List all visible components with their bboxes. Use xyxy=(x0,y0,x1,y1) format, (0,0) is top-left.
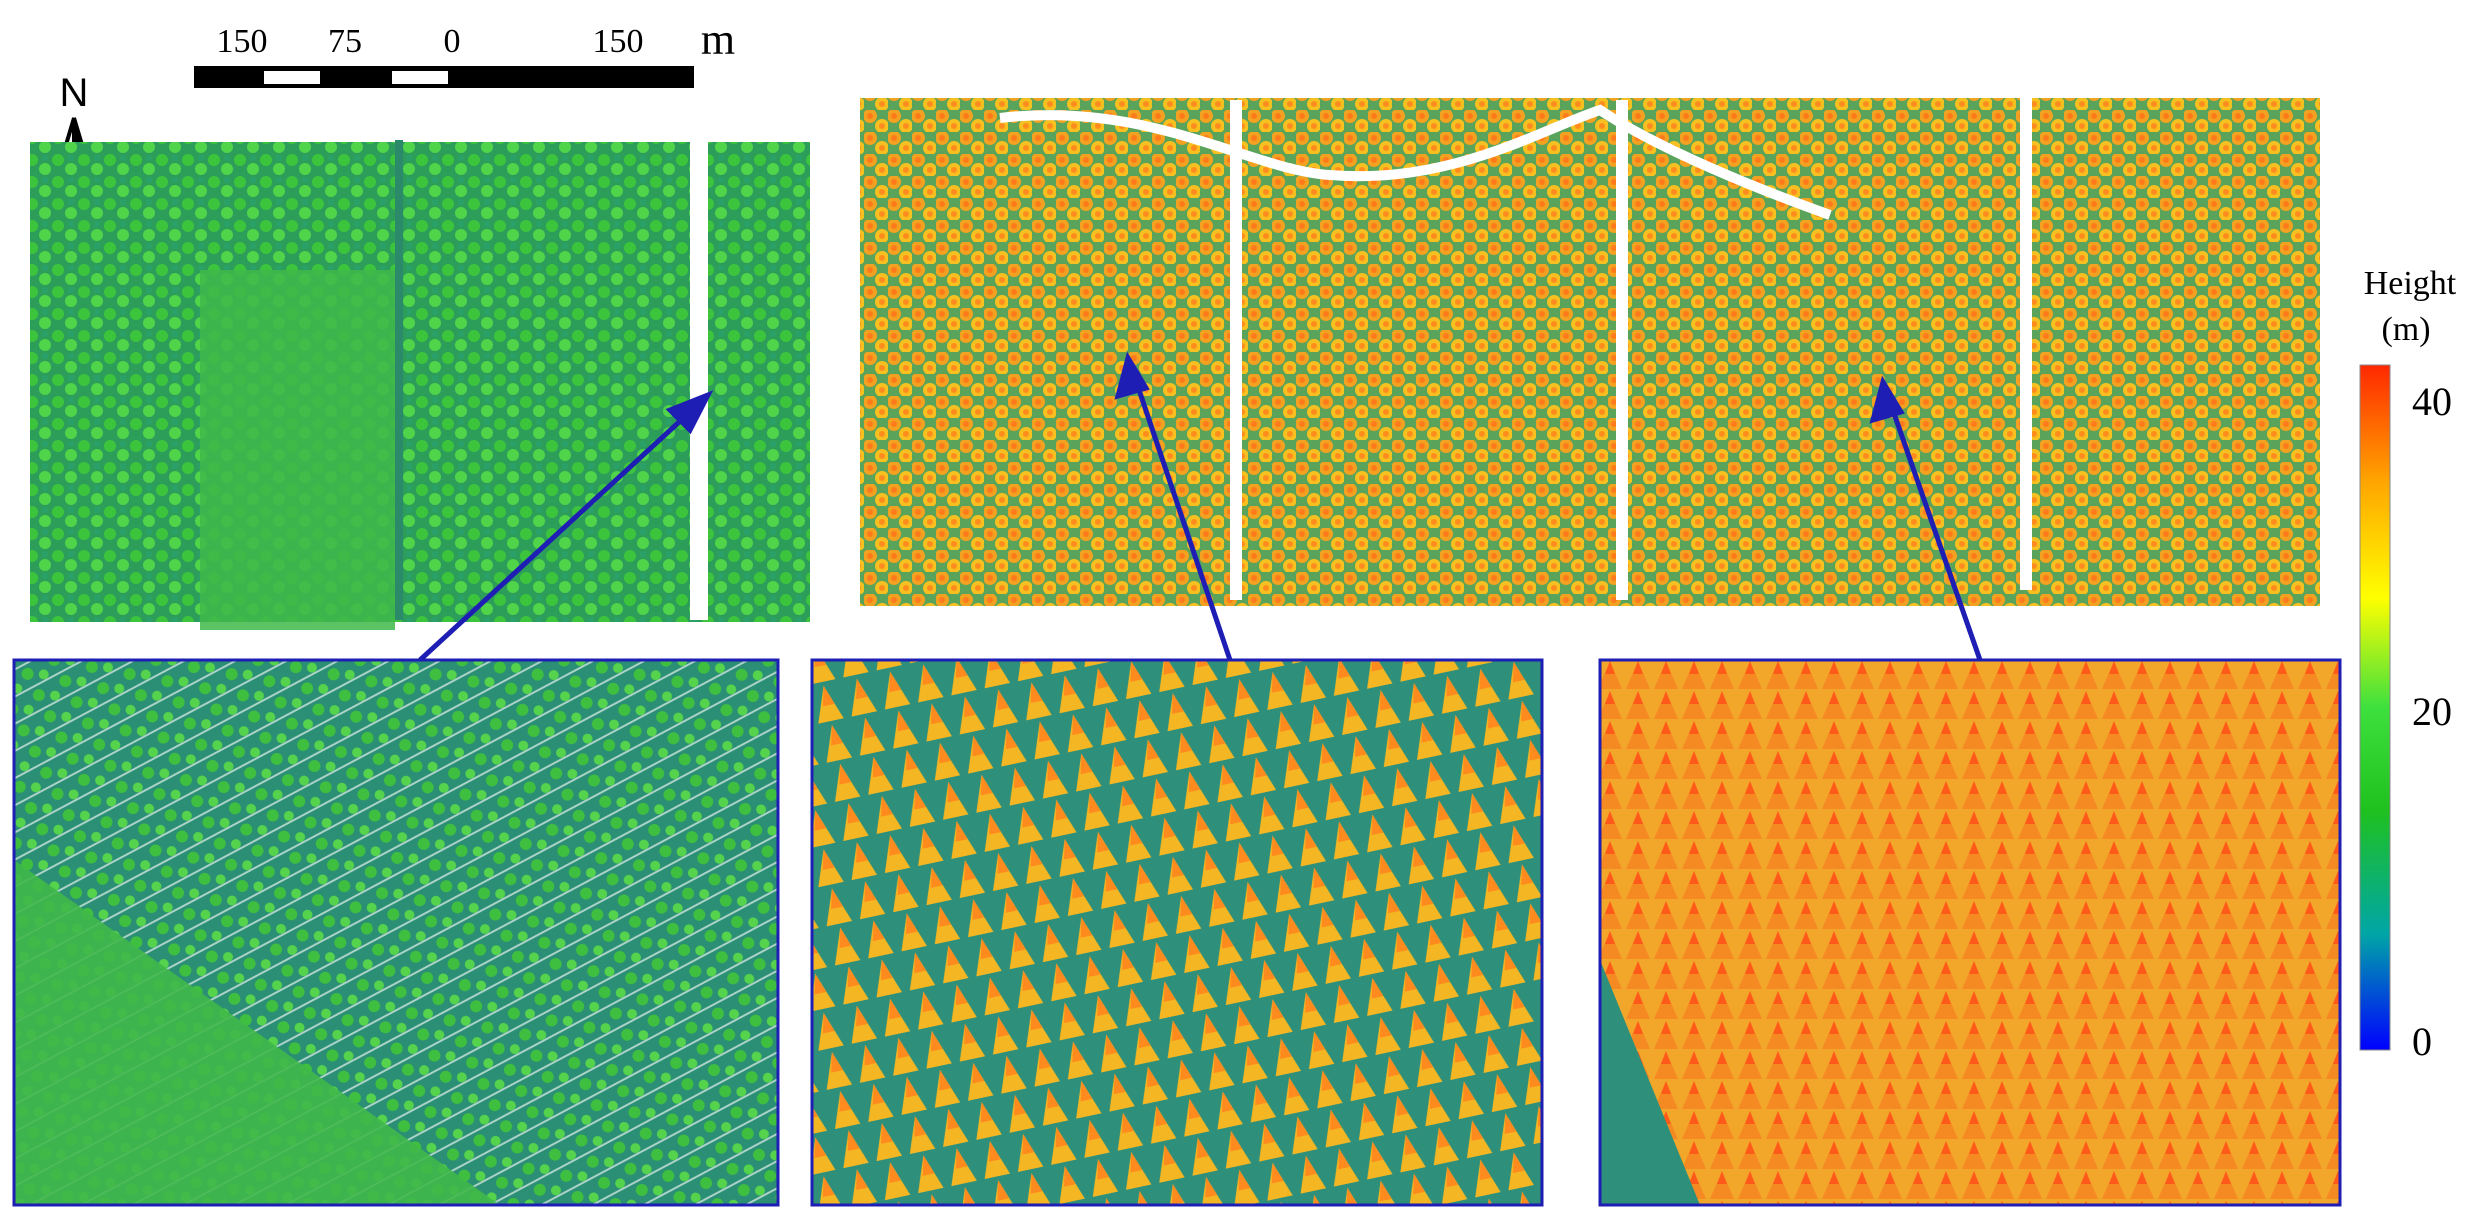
overview-road xyxy=(999,104,1832,220)
inset-panel-3-ground xyxy=(1600,960,1700,1205)
overview-point-cloud xyxy=(30,90,2320,630)
overview-green-gap xyxy=(690,130,708,620)
legend-tick-20: 20 xyxy=(2412,689,2452,734)
inset-panel-3-fill xyxy=(1600,660,2340,1205)
callout-arrow-2 xyxy=(1114,351,1233,661)
legend-title: Height xyxy=(2364,265,2457,302)
overview-orange-gap xyxy=(1616,100,1628,600)
scale-label-75: 75 xyxy=(328,23,362,60)
inset-panel-1 xyxy=(12,658,780,1207)
overview-green-gap xyxy=(395,140,403,620)
legend-tick-40: 40 xyxy=(2412,379,2452,424)
scale-bar-segment xyxy=(392,71,448,84)
legend-unit: (m) xyxy=(2381,311,2430,348)
scale-bar: 150 75 0 150 m xyxy=(194,15,735,88)
inset-panel-2 xyxy=(810,658,1544,1207)
overview-clearing xyxy=(200,270,395,630)
callout-arrows xyxy=(418,351,1983,662)
legend-colorbar xyxy=(2359,364,2391,1051)
scale-label-0: 0 xyxy=(444,23,461,60)
callout-arrow-1 xyxy=(418,390,714,662)
scale-label-150-right: 150 xyxy=(593,23,644,60)
inset-panel-3-frame xyxy=(1598,658,2342,1207)
inset-panel-1-frame xyxy=(12,658,780,1207)
scale-label-150-left: 150 xyxy=(217,23,268,60)
inset-panel-3 xyxy=(1598,658,2342,1207)
callout-arrow-3 xyxy=(1869,375,1983,661)
overview-green-strip xyxy=(30,142,810,622)
inset-panel-1-ground xyxy=(14,860,500,1205)
overview-orange-strip xyxy=(860,98,2320,606)
overview-orange-gap xyxy=(2020,90,2032,590)
north-label: N xyxy=(60,71,89,115)
scale-unit: m xyxy=(701,15,735,64)
inset-panel-2-frame xyxy=(810,658,1544,1207)
overview-orange-gap xyxy=(1230,100,1242,600)
scale-bar-segment xyxy=(264,71,320,84)
legend-tick-0: 0 xyxy=(2412,1019,2432,1064)
inset-panel-2-fill xyxy=(812,660,1542,1205)
height-legend: Height (m) 40 20 0 xyxy=(2359,265,2457,1064)
